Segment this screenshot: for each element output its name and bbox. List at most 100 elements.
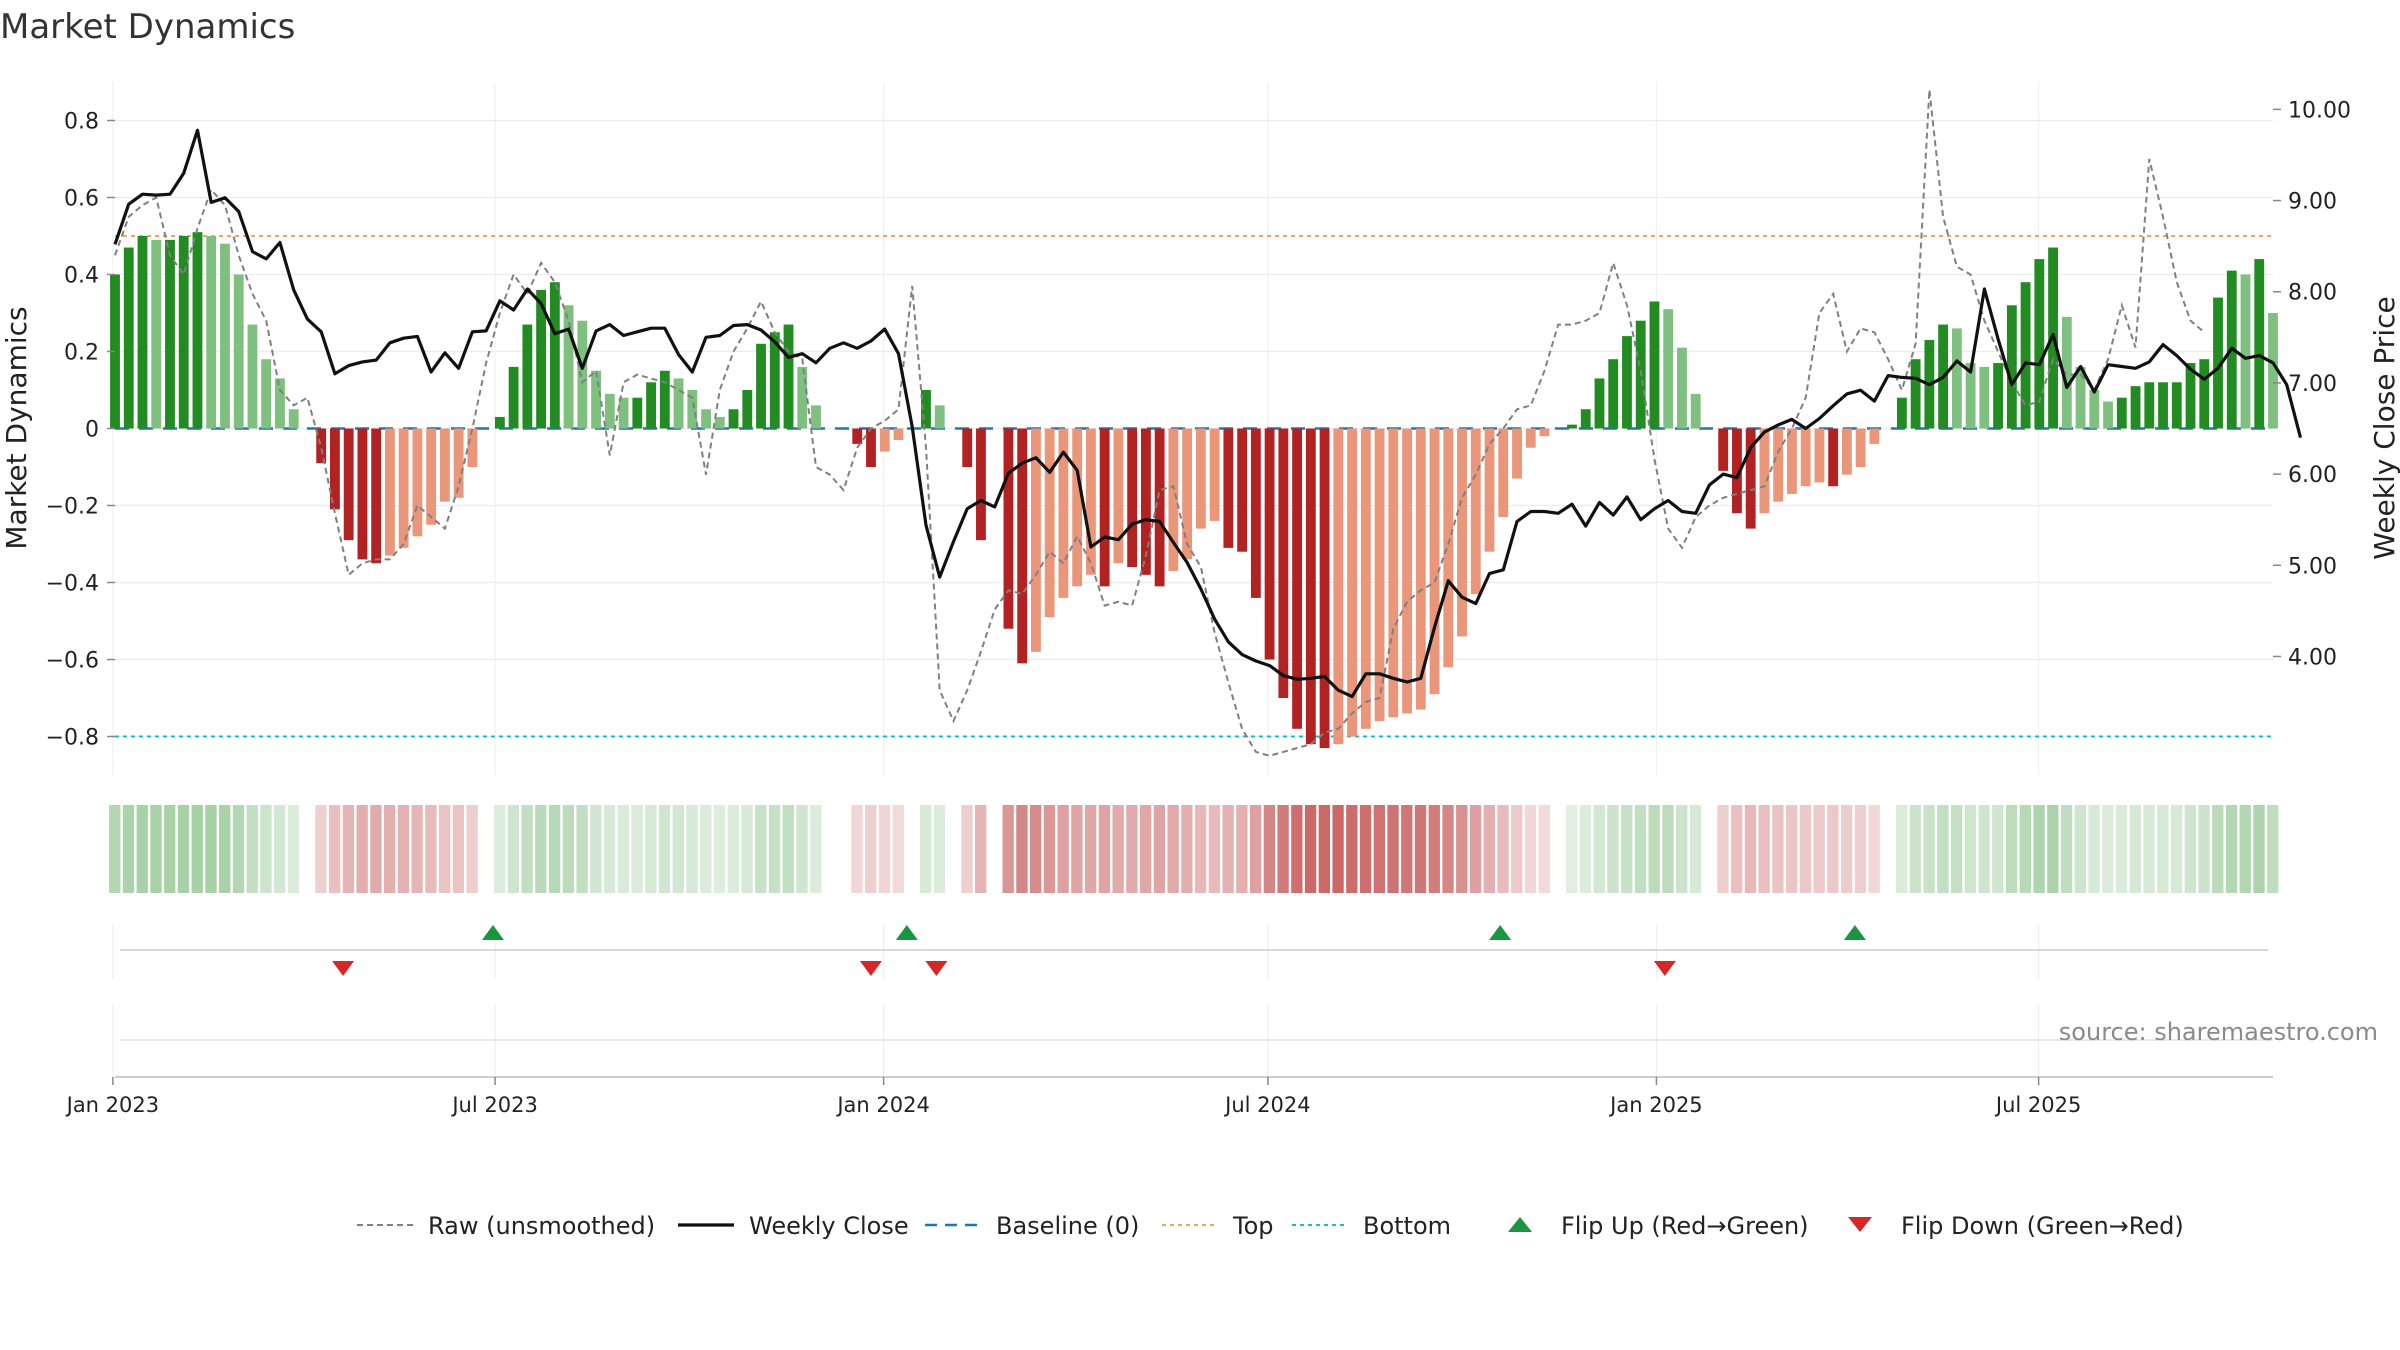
heat-cell — [1346, 805, 1358, 893]
dynamics-bar — [549, 282, 560, 429]
right-axis-title: Weekly Close Price — [2368, 296, 2400, 559]
flip-down-marker — [925, 961, 948, 976]
dynamics-bar — [165, 239, 175, 429]
dynamics-bar — [178, 236, 189, 429]
legend-flip-down-icon — [1848, 1217, 1872, 1232]
heat-cell — [383, 805, 396, 893]
legend-label: Bottom — [1363, 1212, 1451, 1240]
dynamics-bar — [1814, 428, 1825, 483]
dynamics-bar — [384, 428, 395, 556]
dynamics-bar — [123, 247, 134, 429]
heat-cell — [1030, 805, 1042, 893]
heat-cell — [2157, 805, 2169, 893]
heat-cell — [1304, 805, 1317, 893]
dynamics-bar — [1168, 428, 1179, 571]
dynamics-bar — [494, 416, 505, 429]
left-tick-label: −0.2 — [46, 495, 99, 520]
dynamics-bar — [618, 397, 629, 429]
heat-cell — [1621, 805, 1633, 893]
date-tick-label: Jul 2025 — [1994, 1093, 2081, 1117]
dynamics-bar — [1223, 428, 1234, 548]
heat-cell — [109, 805, 121, 893]
heat-cell — [1813, 805, 1825, 893]
dynamics-bar — [1965, 363, 1976, 429]
heat-cell — [1689, 805, 1702, 893]
date-tick-label: Jan 2025 — [1608, 1093, 1703, 1117]
heat-cell — [1895, 805, 1908, 893]
heat-cell — [1799, 805, 1812, 893]
dynamics-bar — [192, 232, 203, 429]
dynamics-bar — [2268, 313, 2278, 429]
heat-cell — [1511, 805, 1523, 893]
dynamics-bar — [1855, 428, 1866, 467]
flip-up-marker — [1489, 925, 1512, 940]
heat-cell — [2239, 805, 2251, 893]
dynamics-bar — [357, 428, 368, 560]
dynamics-bar — [1841, 428, 1852, 475]
dynamics-bar — [852, 428, 863, 444]
dynamics-bar — [1773, 428, 1784, 502]
close-line-group — [113, 128, 2303, 699]
heat-cell — [1937, 805, 1949, 893]
heat-cell — [1497, 805, 1509, 893]
heat-cell — [164, 805, 176, 893]
heat-cell — [1359, 805, 1372, 893]
heat-cell — [177, 805, 190, 893]
heat-cell — [782, 805, 794, 893]
dynamics-bar — [233, 274, 244, 429]
dynamics-bar — [1058, 428, 1069, 598]
left-tick-label: 0.2 — [64, 341, 99, 366]
heat-cell — [1840, 805, 1853, 893]
dynamics-bar — [1347, 428, 1357, 737]
heat-cell — [961, 805, 973, 893]
heat-cell — [2115, 805, 2128, 893]
dynamics-bar — [976, 428, 986, 541]
heat-cell — [329, 805, 341, 893]
dynamics-bar — [2185, 363, 2196, 429]
dynamics-bar — [1237, 428, 1248, 552]
dynamics-bar — [467, 428, 478, 467]
dynamics-bar — [330, 428, 340, 510]
heat-cell — [2143, 805, 2155, 893]
heat-cell — [2074, 805, 2086, 893]
heat-cell — [878, 805, 891, 893]
heat-cell — [590, 805, 602, 893]
heat-cell — [1634, 805, 1647, 893]
right-tick-label: 6.00 — [2288, 463, 2337, 488]
flip-up-marker — [1843, 925, 1866, 940]
heat-cell — [645, 805, 657, 893]
dynamics-bar — [1677, 347, 1687, 429]
heat-cell — [1387, 805, 1399, 893]
heat-cell — [1291, 805, 1303, 893]
heat-cell — [1662, 805, 1674, 893]
dynamics-bar — [206, 236, 217, 429]
heat-cell — [1084, 805, 1097, 893]
heat-cell — [2088, 805, 2100, 893]
dynamics-bar — [536, 289, 547, 429]
heat-cell — [603, 805, 616, 893]
heat-cell — [1607, 805, 1619, 893]
heat-cell — [727, 805, 739, 893]
dynamics-bar — [811, 405, 821, 429]
dynamics-bar — [1003, 428, 1014, 629]
date-tick-label: Jan 2024 — [835, 1093, 930, 1117]
dynamics-bar — [1457, 428, 1467, 637]
dynamics-bar — [1402, 428, 1412, 714]
regime-heat-strip — [109, 805, 2279, 893]
dynamics-bar — [1415, 428, 1426, 710]
heat-cell — [438, 805, 451, 893]
chart-title: Market Dynamics — [0, 7, 295, 47]
heat-cell — [810, 805, 822, 893]
dynamics-bar — [1443, 428, 1454, 668]
heat-cell — [2005, 805, 2018, 893]
dynamics-bar — [508, 366, 519, 429]
left-tick-label: 0.8 — [64, 110, 99, 135]
dynamics-bar — [371, 428, 382, 564]
reference-lines — [115, 235, 2273, 738]
dynamics-bar — [453, 428, 464, 498]
heat-cell — [1786, 805, 1798, 893]
heat-cell — [260, 805, 272, 893]
heat-cell — [700, 805, 712, 893]
dynamics-bar — [1278, 428, 1289, 698]
heat-cell — [1016, 805, 1028, 893]
